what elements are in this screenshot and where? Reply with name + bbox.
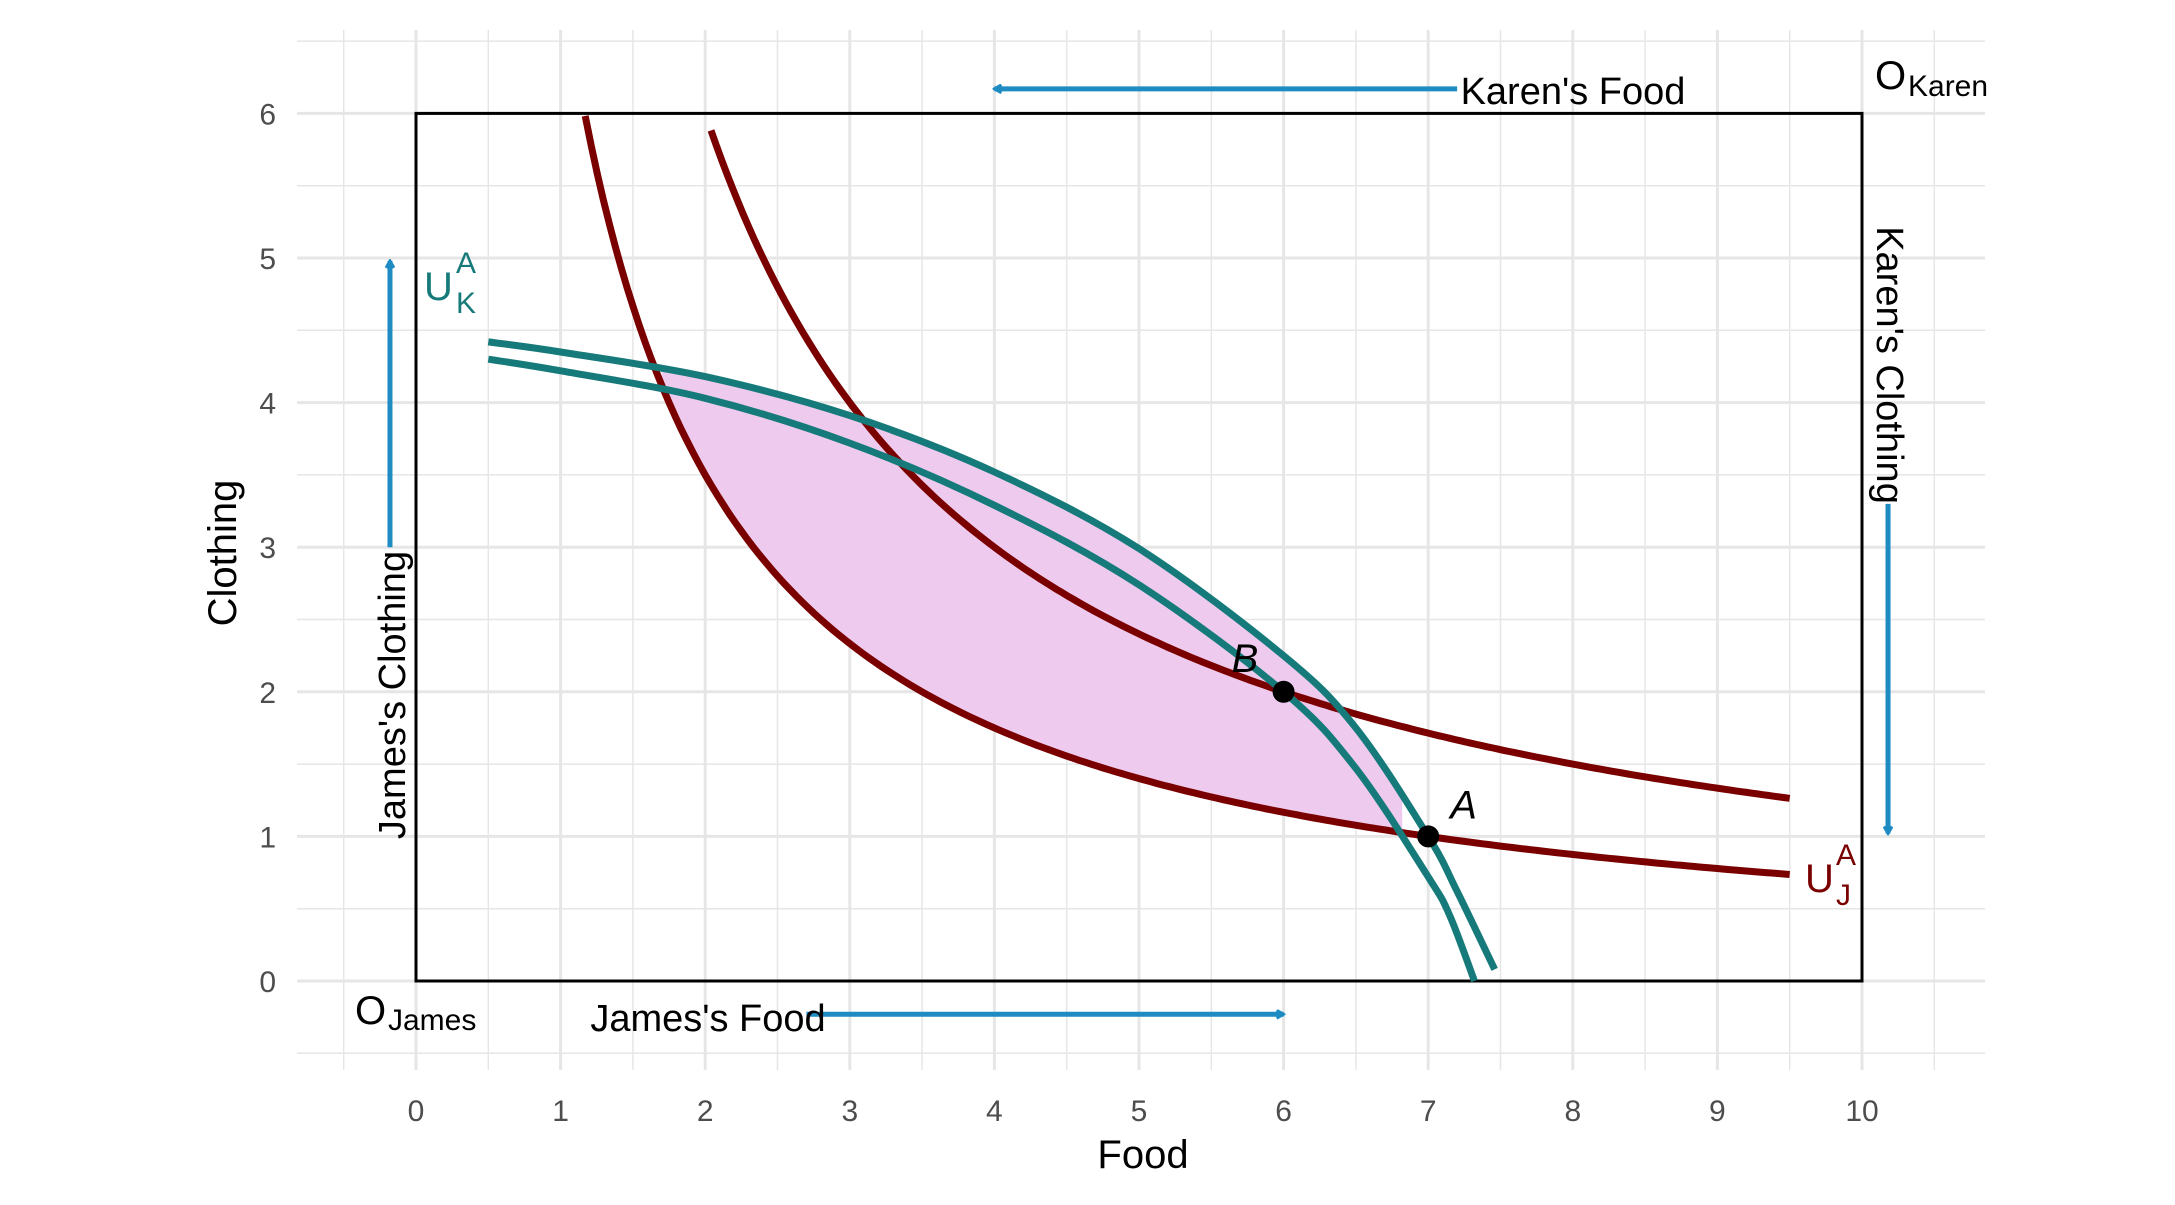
x-axis-label: Food (1097, 1133, 1188, 1177)
x-tick-label: 4 (986, 1095, 1003, 1128)
karen-food-label: Karen's Food (1461, 71, 1686, 113)
x-tick-label: 6 (1275, 1095, 1292, 1128)
y-tick-label: 1 (259, 821, 276, 854)
origin-james-base: O (355, 989, 386, 1033)
uj-curve-b (707, 129, 1791, 802)
uj-label-sup: A (1836, 839, 1856, 872)
x-tick-label: 10 (1845, 1095, 1878, 1128)
x-tick-label: 0 (408, 1095, 425, 1128)
direction-arrows (390, 89, 1888, 1014)
mutually-beneficial-region (661, 369, 1403, 833)
uk-curve-label: U A K (424, 247, 476, 320)
karen-clothing-label: Karen's Clothing (1868, 226, 1910, 504)
origin-james-sub: James (388, 1004, 476, 1037)
allocation-points: AB (1232, 637, 1477, 848)
x-tick-label: 1 (552, 1095, 569, 1128)
uk-label-sub: K (456, 287, 476, 320)
point-a-label: A (1448, 783, 1477, 827)
x-tick-label: 7 (1420, 1095, 1437, 1128)
edgeworth-box-frame (414, 111, 1864, 983)
x-tick-label: 8 (1564, 1095, 1581, 1128)
y-tick-label: 6 (259, 98, 276, 131)
uj-curve-a (581, 115, 1790, 878)
y-tick-label: 5 (259, 243, 276, 276)
origin-karen-sub: Karen (1908, 70, 1988, 103)
x-tick-label: 2 (697, 1095, 714, 1128)
point-b (1272, 680, 1295, 703)
point-a (1417, 825, 1440, 848)
uj-curve-label: U A J (1805, 839, 1856, 912)
x-axis-ticks: 0 1 2 3 4 5 6 7 8 9 10 (408, 1095, 1879, 1128)
y-axis-label: Clothing (201, 480, 245, 627)
james-food-label: James's Food (590, 998, 825, 1040)
origin-karen-base: O (1875, 54, 1906, 98)
origin-karen-label: O Karen (1875, 54, 1988, 103)
origin-james-label: O James (355, 989, 476, 1037)
y-axis-ticks: 0 1 2 3 4 5 6 (259, 98, 276, 999)
james-clothing-label: James's Clothing (372, 551, 414, 839)
y-tick-label: 2 (259, 677, 276, 710)
x-tick-label: 5 (1131, 1095, 1148, 1128)
point-b-label: B (1232, 637, 1259, 681)
y-tick-label: 0 (259, 966, 276, 999)
box-border (414, 111, 1864, 983)
y-tick-label: 3 (259, 532, 276, 565)
uk-curve-b (487, 355, 1478, 983)
y-tick-label: 4 (259, 388, 276, 421)
uk-label-base: U (424, 265, 453, 309)
shaded-region (661, 369, 1403, 833)
uj-label-sub: J (1836, 879, 1851, 912)
uk-label-sup: A (456, 247, 476, 280)
uj-label-base: U (1805, 857, 1834, 901)
x-tick-label: 9 (1709, 1095, 1726, 1128)
x-tick-label: 3 (841, 1095, 858, 1128)
